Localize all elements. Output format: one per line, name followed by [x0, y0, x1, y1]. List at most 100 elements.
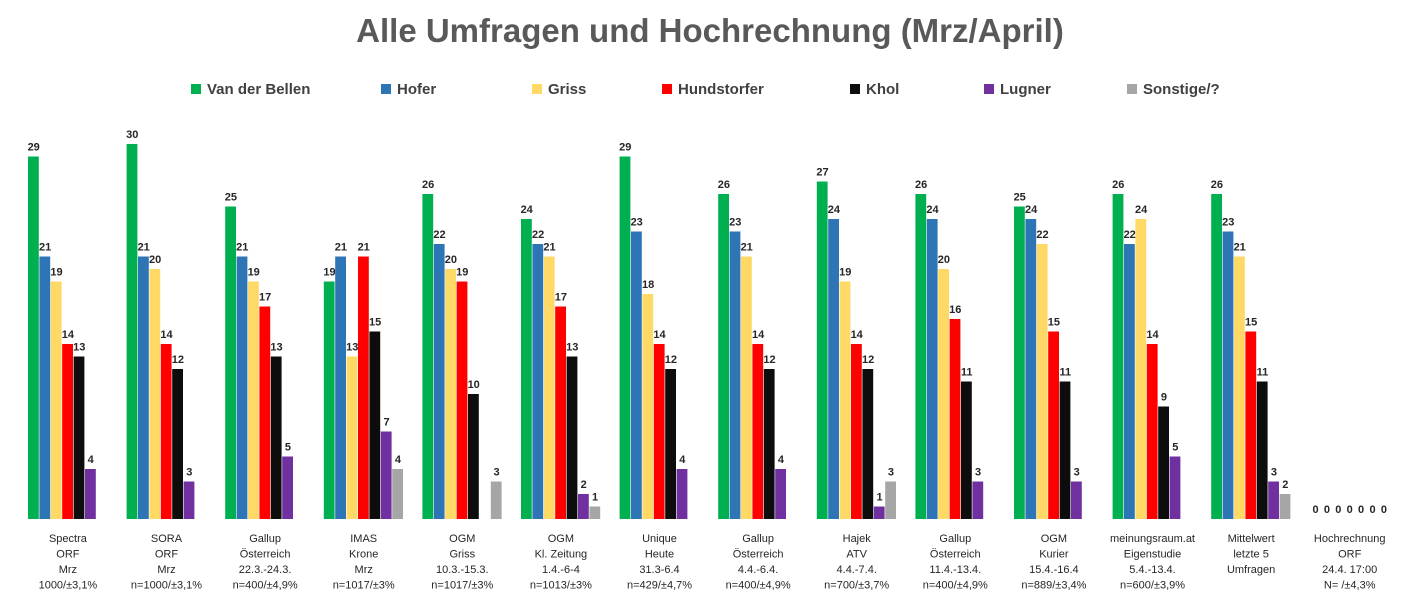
- legend-item: Hundstorfer: [662, 77, 764, 101]
- tick-label: n=700/±3,7%: [824, 580, 889, 592]
- data-label: 22: [1036, 229, 1048, 241]
- tick-label: SORA: [151, 533, 183, 545]
- bar: [1146, 344, 1158, 519]
- bar: [752, 344, 764, 519]
- bar: [392, 469, 403, 519]
- bar: [39, 256, 51, 519]
- data-label: 21: [1234, 242, 1246, 254]
- tick-label: Gallup: [939, 533, 971, 545]
- data-label: 19: [456, 267, 468, 279]
- legend-label: Hofer: [397, 80, 437, 98]
- tick-label: Griss: [449, 549, 475, 561]
- legend-item: Griss: [532, 77, 586, 101]
- data-label: 27: [816, 167, 828, 179]
- tick-label: 22.3.-24.3.: [239, 564, 292, 576]
- bar: [1036, 244, 1048, 519]
- data-label: 15: [1048, 317, 1060, 329]
- data-label: 25: [225, 192, 237, 204]
- data-label: 17: [259, 292, 271, 304]
- tick-label: N= /±4,3%: [1324, 580, 1376, 592]
- tick-label: Heute: [645, 549, 674, 561]
- legend-swatch: [1127, 84, 1137, 94]
- tick-label: ORF: [155, 549, 179, 561]
- bar: [323, 281, 335, 519]
- data-label: 19: [323, 267, 335, 279]
- data-label: 7: [383, 417, 389, 429]
- bar: [1124, 244, 1135, 519]
- bar: [183, 481, 195, 519]
- tick-label: Mrz: [355, 564, 373, 576]
- chart-title: Alle Umfragen und Hochrechnung (Mrz/Apri…: [356, 12, 1064, 49]
- bar: [642, 294, 654, 519]
- data-label: 14: [160, 329, 173, 341]
- bar: [50, 281, 62, 519]
- bar: [665, 369, 676, 519]
- data-label: 4: [679, 454, 686, 466]
- data-label: 3: [975, 467, 981, 479]
- data-label: 22: [532, 229, 544, 241]
- tick-label: n=400/±4,9%: [923, 580, 988, 592]
- data-label: 21: [741, 242, 753, 254]
- bar: [28, 156, 39, 519]
- bar: [578, 494, 589, 519]
- data-label: 12: [172, 354, 184, 366]
- tick-label: Österreich: [930, 549, 981, 561]
- bar: [138, 256, 149, 519]
- tick-label: Österreich: [240, 549, 291, 561]
- bar: [532, 244, 544, 519]
- bar: [445, 269, 456, 519]
- bar: [335, 256, 346, 519]
- bar: [972, 481, 984, 519]
- data-label: 15: [369, 317, 381, 329]
- tick-label: meinungsraum.at: [1110, 533, 1195, 545]
- legend-item: Lugner: [984, 77, 1051, 101]
- bar: [566, 356, 578, 519]
- legend-label: Hundstorfer: [678, 80, 764, 98]
- data-label: 5: [285, 442, 291, 454]
- bar: [839, 281, 851, 519]
- data-label: 30: [126, 129, 138, 141]
- tick-label: 5.4.-13.4.: [1129, 564, 1175, 576]
- tick-label: n=889/±3,4%: [1021, 580, 1086, 592]
- data-label: 21: [39, 242, 51, 254]
- bar: [653, 344, 665, 519]
- bar: [915, 194, 927, 519]
- tick-label: Umfragen: [1227, 564, 1275, 576]
- data-label: 13: [566, 342, 578, 354]
- bar: [1059, 381, 1071, 519]
- data-label: 12: [862, 354, 874, 366]
- bar: [521, 219, 532, 519]
- tick-label: 24.4. 17:00: [1322, 564, 1377, 576]
- data-label: 14: [752, 329, 765, 341]
- data-label: 4: [88, 454, 95, 466]
- bar: [346, 356, 358, 519]
- legend-label: Khol: [866, 80, 900, 98]
- data-label: 11: [1059, 367, 1071, 379]
- bar: [422, 194, 434, 519]
- data-label: 3: [186, 467, 192, 479]
- tick-label: n=400/±4,9%: [726, 580, 791, 592]
- data-label: 29: [28, 142, 40, 154]
- data-label: 19: [50, 267, 62, 279]
- bar: [468, 394, 479, 519]
- tick-label: 1.4.-6-4: [542, 564, 580, 576]
- data-label: 0: [1335, 504, 1341, 516]
- data-label: 17: [555, 292, 567, 304]
- data-label: 26: [915, 179, 927, 191]
- data-label: 0: [1369, 504, 1375, 516]
- bar: [259, 306, 271, 519]
- legend-item: Hofer: [381, 77, 436, 101]
- data-label: 23: [729, 217, 741, 229]
- tick-label: Gallup: [742, 533, 774, 545]
- tick-label: Unique: [642, 533, 677, 545]
- tick-label: Gallup: [249, 533, 281, 545]
- bar: [62, 344, 73, 519]
- data-label: 21: [335, 242, 347, 254]
- data-label: 14: [62, 329, 75, 341]
- data-label: 14: [851, 329, 864, 341]
- tick-label: ATV: [846, 549, 867, 561]
- tick-label: 10.3.-15.3.: [436, 564, 489, 576]
- bar: [741, 256, 752, 519]
- bar: [126, 144, 138, 519]
- data-label: 20: [445, 254, 457, 266]
